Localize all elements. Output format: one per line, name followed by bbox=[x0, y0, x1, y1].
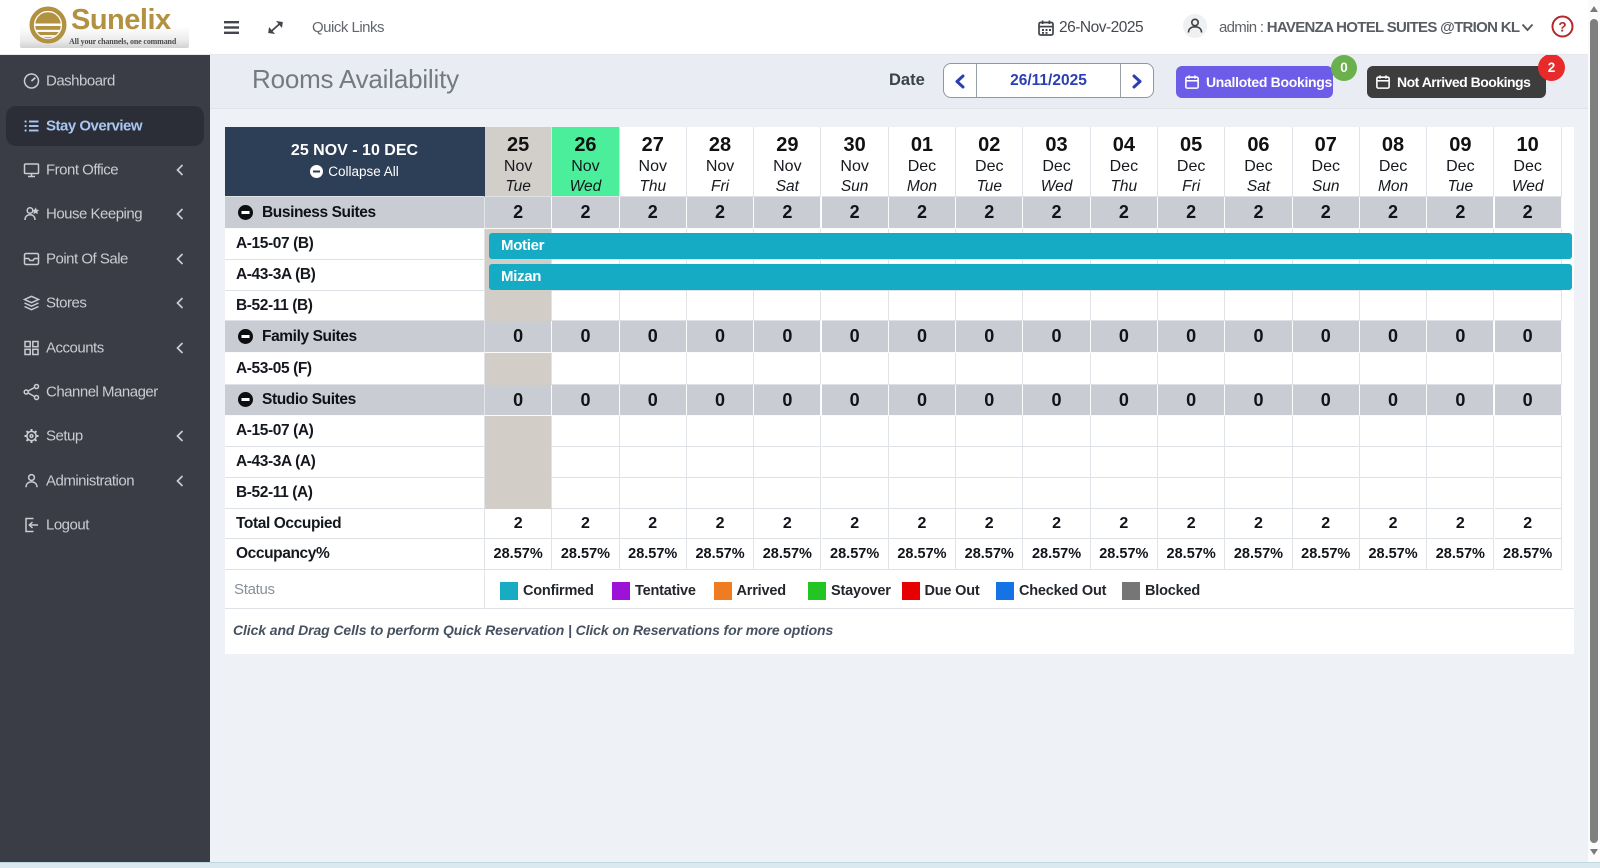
svg-text:?: ? bbox=[1558, 19, 1566, 34]
